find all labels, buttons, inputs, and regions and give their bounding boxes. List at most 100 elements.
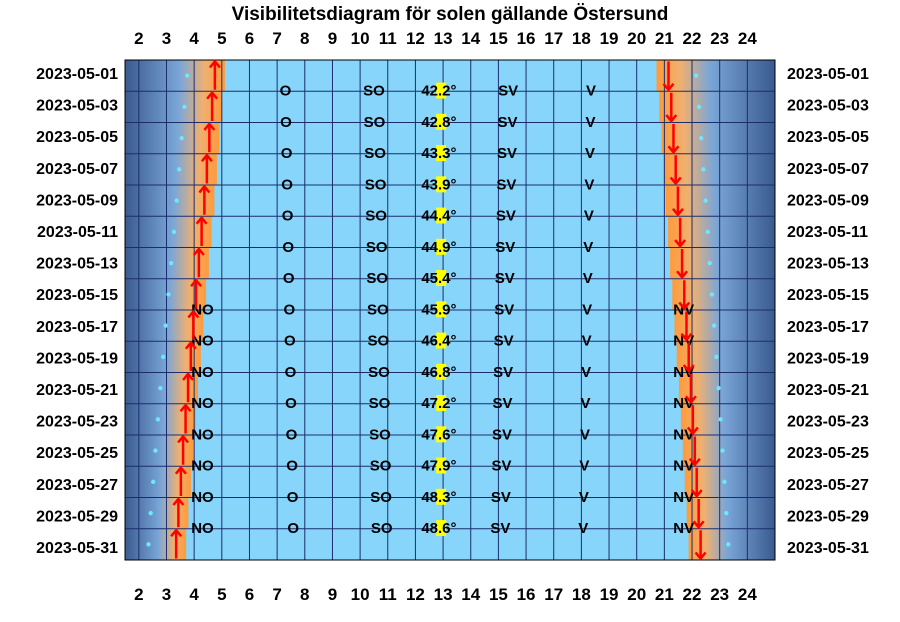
- direction-label-no: NO: [191, 458, 214, 475]
- x-tick-bottom: 10: [351, 585, 370, 604]
- twilight-dot: [711, 323, 717, 328]
- max-altitude-label: 47.9°: [421, 458, 456, 475]
- direction-label-sv: SV: [491, 458, 511, 475]
- twilight-dot: [151, 479, 156, 485]
- sunrise-arrow-head: [200, 153, 213, 163]
- direction-label-no: NO: [191, 489, 214, 506]
- altitude-highlight: [436, 82, 447, 99]
- direction-label-sv: SV: [498, 83, 518, 100]
- x-tick-top: 2: [134, 29, 143, 48]
- x-tick-top: 14: [461, 29, 480, 48]
- sunrise-arrow-head: [172, 497, 185, 506]
- twilight-dot: [179, 135, 184, 141]
- direction-label-no: NO: [191, 333, 214, 350]
- x-tick-bottom: 3: [162, 585, 171, 604]
- sunset-arrow-head: [684, 395, 697, 405]
- direction-label-nv: NV: [673, 489, 694, 506]
- direction-label-o: O: [283, 301, 295, 318]
- twilight-dot: [714, 354, 719, 360]
- date-label-left: 2023-05-09: [36, 192, 118, 209]
- direction-label-sv: SV: [494, 301, 514, 318]
- sunrise-arrow-head: [174, 465, 187, 475]
- x-tick-top: 17: [544, 29, 563, 48]
- sunrise-arrow-head: [208, 59, 221, 69]
- twilight-dot: [155, 417, 161, 422]
- twilight-dot: [166, 292, 171, 297]
- twilight-dot: [158, 385, 163, 391]
- twilight-dot: [696, 104, 702, 110]
- twilight-dot: [703, 198, 708, 203]
- twilight-dot: [160, 354, 166, 360]
- direction-label-so: SO: [366, 239, 388, 256]
- evening-twilight-band: [656, 60, 775, 92]
- x-tick-top: 13: [434, 29, 453, 48]
- altitude-highlight: [436, 207, 447, 224]
- altitude-highlight: [436, 426, 447, 443]
- max-altitude-label: 48.6°: [421, 520, 456, 537]
- max-altitude-label: 46.4°: [421, 333, 456, 350]
- morning-twilight-band: [125, 435, 194, 467]
- twilight-dot: [722, 479, 727, 485]
- evening-twilight-band: [672, 278, 775, 311]
- twilight-dot: [182, 104, 187, 110]
- direction-label-sv: SV: [495, 239, 515, 256]
- direction-label-no: NO: [191, 301, 214, 318]
- direction-label-sv: SV: [493, 364, 513, 381]
- max-altitude-label: 47.6°: [421, 426, 456, 443]
- date-label-left: 2023-05-05: [36, 129, 118, 146]
- date-label-left: 2023-05-03: [36, 98, 118, 115]
- direction-label-so: SO: [370, 458, 392, 475]
- altitude-highlight: [436, 113, 447, 130]
- morning-twilight-band: [125, 122, 220, 155]
- direction-label-so: SO: [366, 270, 388, 287]
- altitude-highlight: [436, 238, 447, 255]
- direction-label-o: O: [280, 83, 292, 100]
- x-tick-bottom: 21: [655, 585, 674, 604]
- sunset-arrow-head: [674, 239, 687, 248]
- x-tick-top: 8: [300, 29, 309, 48]
- max-altitude-label: 42.8°: [421, 114, 456, 131]
- altitude-highlight: [436, 520, 447, 537]
- sunset-arrow-head: [678, 301, 691, 311]
- morning-twilight-band: [125, 185, 215, 217]
- evening-twilight-band: [676, 341, 775, 373]
- date-label-left: 2023-05-29: [36, 508, 118, 525]
- twilight-dot: [174, 198, 179, 203]
- direction-label-v: V: [580, 426, 590, 443]
- x-tick-bottom: 16: [517, 585, 536, 604]
- direction-label-so: SO: [371, 520, 393, 537]
- direction-label-so: SO: [368, 333, 390, 350]
- evening-twilight-band: [668, 216, 775, 248]
- max-altitude-label: 45.9°: [421, 301, 456, 318]
- direction-label-so: SO: [369, 395, 391, 412]
- x-tick-top: 23: [710, 29, 729, 48]
- twilight-dot: [185, 73, 190, 78]
- altitude-highlight: [436, 145, 447, 162]
- x-tick-bottom: 20: [627, 585, 646, 604]
- twilight-dot: [171, 229, 177, 235]
- altitude-highlight: [436, 395, 447, 412]
- twilight-dot: [701, 167, 706, 172]
- sunrise-arrow-head: [190, 278, 203, 288]
- x-tick-bottom: 11: [379, 585, 397, 604]
- x-tick-bottom: 14: [461, 585, 480, 604]
- date-label-right: 2023-05-09: [787, 192, 869, 209]
- direction-label-sv: SV: [496, 176, 516, 193]
- x-tick-top: 16: [517, 29, 536, 48]
- direction-label-o: O: [285, 364, 297, 381]
- max-altitude-label: 45.4°: [421, 270, 456, 287]
- direction-label-v: V: [583, 239, 593, 256]
- morning-twilight-band: [125, 91, 223, 123]
- date-label-right: 2023-05-05: [787, 129, 869, 146]
- direction-label-o: O: [287, 489, 299, 506]
- twilight-dot: [168, 260, 174, 266]
- sunset-arrow-head: [688, 457, 701, 467]
- direction-label-nv: NV: [673, 520, 694, 537]
- direction-label-o: O: [285, 395, 297, 412]
- twilight-dot: [153, 448, 158, 453]
- date-label-left: 2023-05-19: [36, 350, 118, 367]
- x-tick-bottom: 5: [217, 585, 226, 604]
- sunset-arrow-head: [686, 426, 699, 436]
- x-tick-bottom: 2: [134, 585, 143, 604]
- altitude-highlight: [436, 301, 447, 318]
